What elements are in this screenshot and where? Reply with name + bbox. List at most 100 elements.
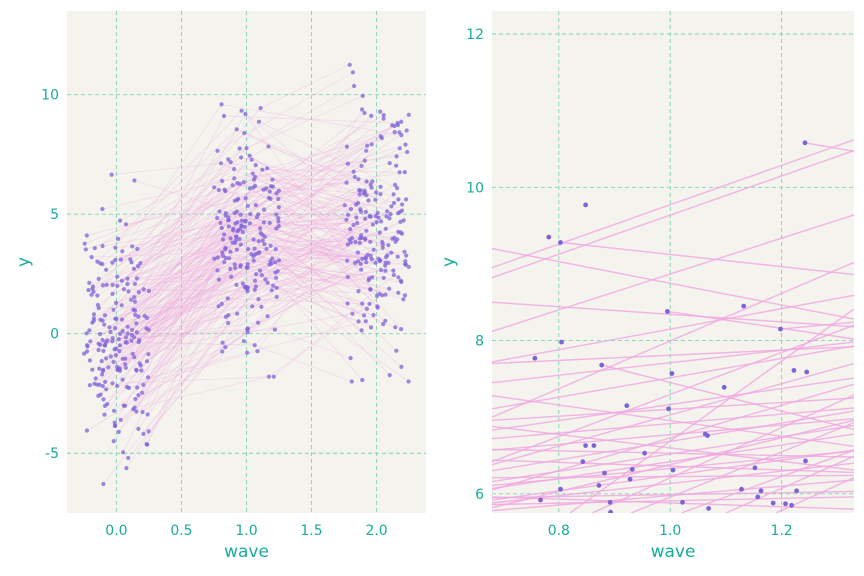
left-data-point — [369, 257, 374, 262]
left-data-point — [232, 262, 237, 267]
left-data-point — [400, 202, 405, 207]
left-data-point — [371, 247, 376, 252]
right-data-point — [741, 303, 747, 309]
left-data-point — [387, 373, 392, 378]
left-data-point — [258, 268, 263, 273]
right-data-point — [669, 371, 675, 376]
left-data-point — [253, 183, 258, 188]
left-data-point — [219, 301, 224, 306]
left-data-point — [88, 339, 93, 344]
left-data-point — [379, 219, 384, 224]
left-data-point — [268, 259, 273, 264]
left-data-point — [120, 329, 125, 334]
left-data-point — [136, 264, 141, 269]
left-data-point — [100, 243, 105, 249]
right-subject-line — [492, 247, 854, 320]
left-data-point — [95, 302, 100, 308]
left-data-point — [87, 383, 92, 388]
left-data-point — [387, 216, 392, 221]
left-data-point — [116, 337, 121, 342]
left-data-point — [344, 180, 349, 185]
left-data-point — [101, 367, 106, 372]
left-data-point — [108, 329, 113, 334]
left-data-point — [404, 253, 409, 258]
left-data-point — [254, 215, 259, 220]
left-data-point — [276, 224, 281, 229]
left-data-point — [383, 318, 388, 323]
left-data-point — [403, 142, 408, 147]
left-data-point — [363, 216, 368, 221]
left-data-point — [355, 250, 360, 255]
left-data-point — [379, 267, 384, 273]
left-data-point — [361, 191, 367, 196]
left-data-point — [401, 218, 406, 223]
left-data-point — [347, 237, 352, 242]
left-data-point — [369, 113, 374, 118]
left-data-point — [108, 354, 113, 359]
right-subject-line — [492, 362, 854, 466]
right-subject-line — [804, 142, 854, 152]
left-data-point — [121, 450, 126, 455]
left-data-point — [115, 283, 120, 288]
left-data-point — [386, 243, 391, 248]
right-data-point — [580, 459, 586, 465]
left-data-point — [359, 267, 364, 272]
right-subject-line — [492, 341, 854, 384]
left-data-point — [104, 267, 109, 272]
left-data-point — [247, 153, 252, 158]
left-data-point — [105, 338, 110, 343]
left-data-point — [378, 184, 383, 189]
left-data-point — [97, 366, 102, 371]
left-data-point — [389, 250, 394, 255]
right-y-tick-label: 10 — [466, 180, 484, 196]
right-data-point — [624, 403, 630, 409]
left-data-point — [363, 319, 368, 324]
left-data-point — [251, 237, 256, 242]
left-data-point — [96, 276, 101, 281]
left-data-point — [385, 253, 390, 258]
left-data-point — [219, 102, 224, 107]
right-data-point — [721, 384, 727, 390]
left-data-point — [239, 108, 244, 113]
left-data-point — [252, 246, 257, 251]
left-data-point — [242, 130, 247, 136]
left-data-point — [117, 343, 122, 348]
left-data-point — [82, 241, 87, 246]
left-data-point — [399, 279, 404, 285]
right-data-point — [599, 362, 605, 368]
left-data-point — [107, 325, 112, 330]
left-data-point — [406, 264, 411, 269]
left-data-point — [220, 250, 225, 255]
left-data-point — [253, 203, 258, 208]
right-y-axis-title: y — [439, 257, 459, 267]
left-data-point — [385, 209, 390, 214]
left-data-point — [378, 258, 383, 263]
left-data-point — [383, 226, 388, 231]
left-data-point — [232, 167, 237, 172]
left-data-point — [383, 268, 388, 273]
left-data-point — [129, 327, 135, 332]
left-data-point — [92, 246, 97, 251]
left-data-point — [100, 283, 105, 288]
left-data-point — [373, 197, 378, 202]
left-data-point — [133, 396, 138, 402]
left-data-point — [357, 240, 362, 246]
left-x-tick-label: 1.0 — [235, 523, 257, 539]
right-data-point — [794, 488, 799, 494]
left-data-point — [255, 251, 260, 256]
left-data-point — [131, 307, 136, 312]
right-data-point — [583, 443, 588, 448]
left-data-point — [359, 163, 364, 168]
left-x-tick-label: 2.0 — [365, 523, 387, 539]
left-data-point — [125, 324, 130, 329]
left-data-point — [105, 402, 110, 407]
left-data-point — [104, 387, 109, 392]
left-data-point — [377, 230, 382, 235]
left-data-point — [132, 355, 137, 360]
left-data-point — [344, 144, 349, 149]
right-data-point — [789, 502, 794, 508]
left-data-point — [242, 224, 247, 229]
left-data-point — [399, 133, 404, 138]
left-data-point — [247, 221, 252, 226]
left-data-point — [380, 242, 385, 247]
